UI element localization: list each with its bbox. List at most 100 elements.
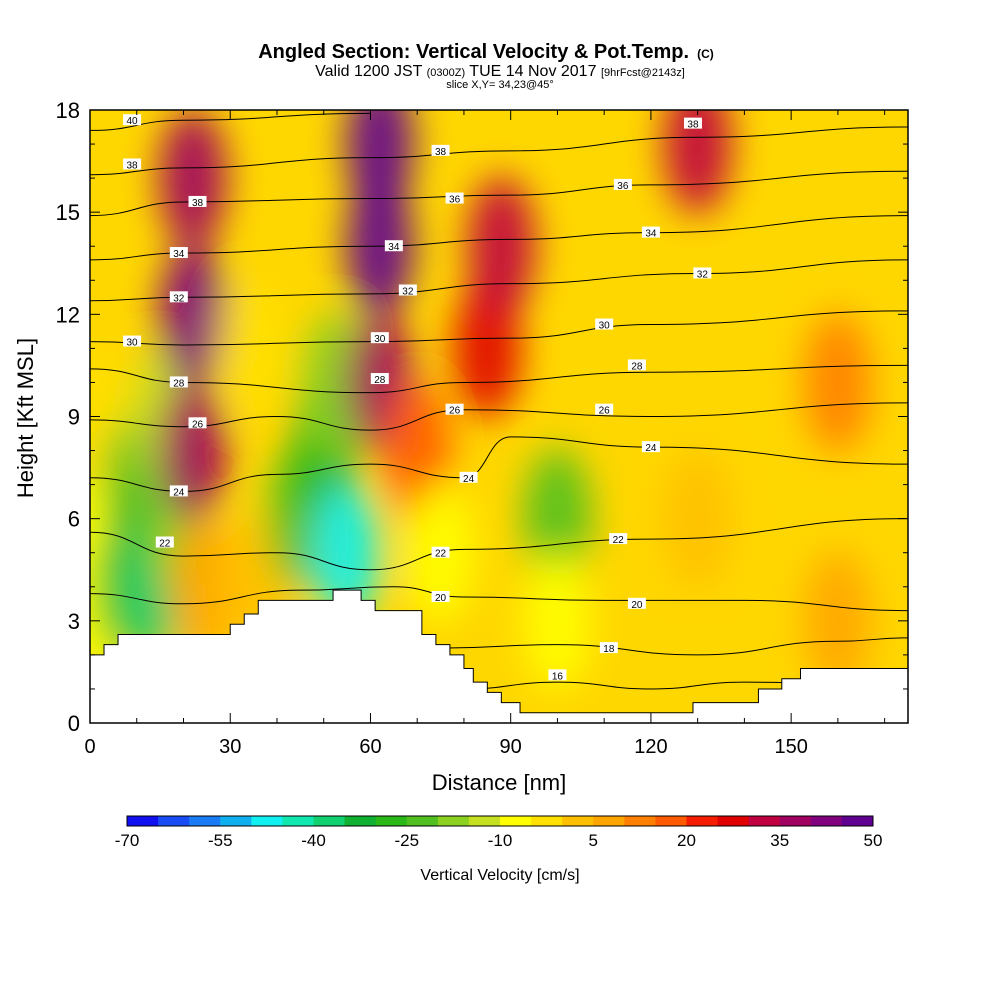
- contour-label-box: [169, 376, 188, 388]
- contour-label-text: 24: [645, 443, 657, 454]
- contour-label: 24: [459, 471, 478, 485]
- contour-label-box: [609, 533, 628, 545]
- isentrope-38: [90, 126, 908, 176]
- contour-label-box: [123, 114, 142, 126]
- contour-label: 24: [641, 441, 660, 454]
- velocity-cell: [803, 312, 872, 453]
- contour-label: 24: [169, 485, 188, 498]
- contour-label: 22: [155, 536, 174, 550]
- colorbar-swatch: [468, 816, 501, 826]
- contour-label-text: 30: [374, 334, 386, 345]
- contour-label-text: 38: [192, 198, 204, 209]
- contour-label: 26: [595, 403, 614, 417]
- isentrope-18: [440, 637, 908, 656]
- velocity-cell: [467, 176, 536, 317]
- velocity-field: [90, 110, 872, 691]
- y-tick-label: 3: [68, 609, 80, 634]
- contour-label-text: 28: [374, 375, 386, 386]
- contour-label: 16: [548, 669, 567, 682]
- colorbar-tick-label: 50: [864, 831, 883, 850]
- contour-label-text: 22: [159, 539, 171, 550]
- contour-label: 36: [613, 178, 632, 192]
- contour-label: 38: [431, 144, 450, 158]
- colorbar-swatch: [158, 816, 190, 826]
- contour-label-text: 34: [173, 249, 185, 260]
- contour-label-box: [599, 642, 618, 654]
- contour-label-box: [683, 117, 702, 129]
- y-tick-label: 12: [56, 302, 80, 327]
- contour-label: 32: [693, 267, 712, 280]
- contour-label-box: [548, 669, 567, 681]
- contour-label: 20: [431, 590, 450, 604]
- contour-label: 18: [599, 642, 618, 655]
- colorbar-label: Vertical Velocity [cm/s]: [420, 867, 579, 884]
- colorbar-tick-label: -25: [394, 831, 419, 850]
- contour-label-text: 26: [449, 406, 461, 417]
- contour-label-text: 38: [127, 160, 139, 171]
- velocity-cell: [168, 516, 237, 657]
- colorbar-swatch: [841, 816, 874, 826]
- contour-label: 30: [595, 318, 614, 332]
- velocity-cell: [663, 448, 732, 589]
- contour-label-box: [613, 178, 632, 190]
- contour-label: 34: [641, 226, 660, 240]
- contour-label-text: 36: [449, 195, 461, 206]
- isentropes: [90, 112, 908, 690]
- x-tick-label: 90: [500, 736, 522, 758]
- isentrope-40: [90, 112, 371, 131]
- contour-label: 26: [445, 403, 464, 417]
- colorbar: -70 -55 -40 -25 -10 5 20 35 50: [115, 815, 883, 850]
- contour-label-text: 36: [617, 181, 629, 192]
- colorbar-swatch: [531, 816, 563, 826]
- velocity-cell: [345, 110, 414, 215]
- colorbar-swatch: [562, 816, 594, 826]
- terrain-mask: [90, 589, 908, 723]
- contour-label-text: 26: [192, 419, 204, 430]
- plot-area: 40 38 38 34 32 30 28 26 24 22 38 36 34 32 30 28 26 24 22 20…: [90, 110, 908, 723]
- contour-label-text: 34: [645, 229, 657, 240]
- y-axis-label: Height [Kft MSL]: [13, 338, 38, 498]
- contour-label: 30: [370, 332, 389, 345]
- colorbar-tick-label: 5: [589, 831, 598, 850]
- contour-label: 22: [609, 533, 628, 546]
- contour-label-box: [445, 192, 464, 204]
- contour-label-text: 32: [173, 293, 185, 304]
- velocity-cell: [158, 244, 227, 385]
- contour-label-box: [188, 195, 207, 207]
- colorbar-swatch: [251, 816, 283, 826]
- velocity-cell: [158, 380, 227, 521]
- colorbar-swatch: [220, 816, 252, 826]
- isentrope-30: [90, 310, 908, 346]
- contour-label: 22: [431, 546, 450, 560]
- contour-labels: 40 38 38 34 32 30 28 26 24 22 38 36 34 32 30 28 26 24 22 20…: [123, 114, 712, 682]
- colorbar-swatch: [748, 816, 781, 826]
- velocity-cell: [523, 448, 592, 589]
- colorbar-swatch: [500, 816, 532, 826]
- x-tick-label: 150: [774, 736, 807, 758]
- contour-label-box: [155, 536, 174, 548]
- colorbar-tick-label: -40: [301, 831, 326, 850]
- isentrope-24: [90, 436, 908, 492]
- velocity-cell: [663, 110, 732, 215]
- contour-label-text: 30: [127, 338, 139, 349]
- x-tick-label: 0: [84, 736, 95, 758]
- contour-label-box: [595, 318, 614, 330]
- velocity-cell: [803, 550, 872, 691]
- contour-label-box: [627, 359, 646, 371]
- contour-label-box: [641, 226, 660, 238]
- y-tick-label: 9: [68, 405, 80, 430]
- contour-label-box: [398, 284, 417, 296]
- contour-label: 28: [370, 373, 389, 386]
- contour-label-text: 18: [603, 644, 615, 655]
- contour-label-box: [188, 417, 207, 429]
- contour-label-text: 20: [631, 600, 643, 611]
- chart-title: Angled Section: Vertical Velocity & Pot.…: [258, 41, 714, 63]
- contour-label-box: [123, 335, 142, 347]
- isentrope-36: [90, 170, 908, 217]
- contour-label-text: 22: [613, 535, 625, 546]
- chart-subtitle: Valid 1200 JST (0300Z) TUE 14 Nov 2017 […: [315, 63, 685, 80]
- colorbar-swatch: [686, 816, 719, 826]
- contour-label-box: [370, 332, 389, 344]
- contour-label-text: 28: [631, 361, 643, 372]
